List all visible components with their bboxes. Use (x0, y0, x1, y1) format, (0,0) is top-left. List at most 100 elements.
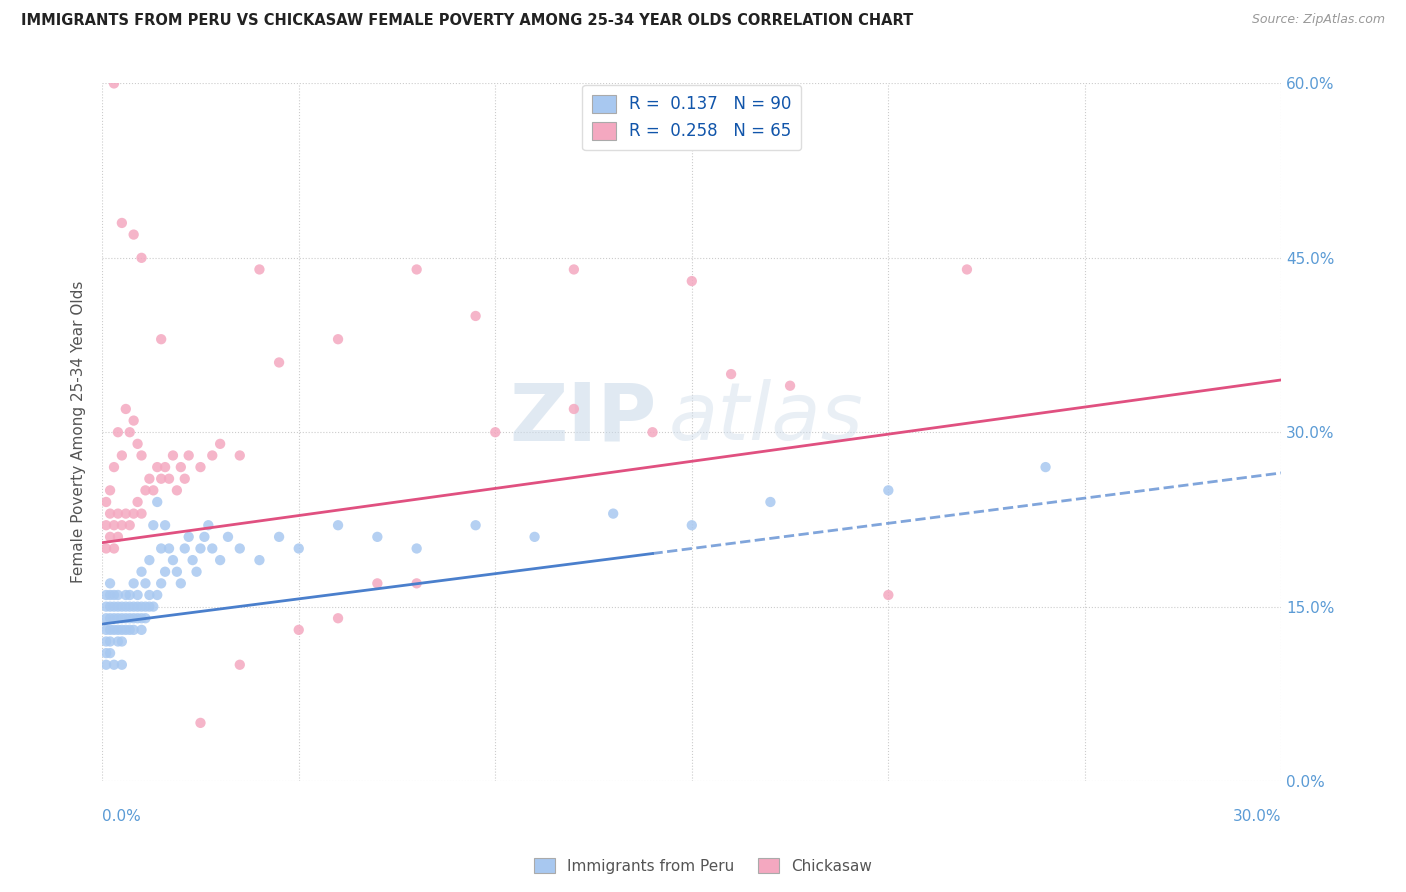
Point (209, 437, 232, 451)
Point (267, 355, 290, 369)
Point (157, 472, 180, 486)
Point (138, 472, 160, 486)
Point (103, 623, 125, 637)
Point (464, 518, 486, 533)
Point (153, 518, 176, 533)
Point (134, 611, 156, 625)
Point (94, 646, 117, 660)
Point (122, 227, 145, 242)
Point (107, 507, 129, 521)
Point (98, 599, 121, 614)
Point (134, 599, 156, 614)
Point (127, 437, 149, 451)
Point (142, 483, 165, 498)
Point (114, 611, 136, 625)
Point (523, 530, 546, 544)
Point (111, 657, 134, 672)
Point (114, 588, 136, 602)
Point (127, 611, 149, 625)
Point (103, 460, 125, 475)
Point (127, 599, 149, 614)
Point (131, 611, 153, 625)
Point (98, 576, 121, 591)
Point (779, 378, 801, 392)
Point (181, 553, 204, 567)
Point (287, 541, 309, 556)
Point (641, 425, 664, 440)
Point (103, 518, 125, 533)
Point (562, 401, 585, 416)
Point (94, 495, 117, 509)
Point (118, 588, 141, 602)
Point (405, 541, 427, 556)
Point (98, 507, 121, 521)
Point (602, 507, 624, 521)
Point (366, 530, 388, 544)
Point (201, 449, 224, 463)
Point (122, 611, 145, 625)
Text: 30.0%: 30.0% (1233, 809, 1281, 824)
Point (153, 565, 176, 579)
Point (186, 565, 208, 579)
Point (131, 507, 153, 521)
Point (150, 332, 173, 346)
Point (170, 576, 193, 591)
Point (681, 274, 703, 288)
Point (217, 530, 239, 544)
Legend: Immigrants from Peru, Chickasaw: Immigrants from Peru, Chickasaw (527, 852, 879, 880)
Point (111, 634, 134, 648)
Point (127, 588, 149, 602)
Point (111, 216, 134, 230)
Point (326, 518, 349, 533)
Point (877, 588, 900, 602)
Point (94, 518, 117, 533)
Point (111, 599, 134, 614)
Point (229, 541, 252, 556)
Point (681, 518, 703, 533)
Point (562, 262, 585, 277)
Point (107, 588, 129, 602)
Point (146, 495, 169, 509)
Point (103, 588, 125, 602)
Text: IMMIGRANTS FROM PERU VS CHICKASAW FEMALE POVERTY AMONG 25-34 YEAR OLDS CORRELATI: IMMIGRANTS FROM PERU VS CHICKASAW FEMALE… (21, 13, 914, 29)
Point (209, 553, 232, 567)
Point (107, 530, 129, 544)
Point (405, 576, 427, 591)
Point (131, 251, 153, 265)
Point (103, 611, 125, 625)
Point (98, 588, 121, 602)
Point (118, 518, 141, 533)
Point (98, 483, 121, 498)
Point (190, 460, 212, 475)
Text: atlas: atlas (668, 379, 863, 458)
Point (162, 553, 184, 567)
Point (103, 77, 125, 91)
Point (134, 483, 156, 498)
Point (98, 611, 121, 625)
Point (150, 541, 173, 556)
Point (122, 623, 145, 637)
Point (103, 599, 125, 614)
Point (118, 611, 141, 625)
Point (131, 449, 153, 463)
Point (98, 646, 121, 660)
Point (366, 576, 388, 591)
Point (173, 541, 195, 556)
Point (122, 576, 145, 591)
Point (138, 553, 160, 567)
Point (166, 565, 188, 579)
Point (146, 588, 169, 602)
Point (98, 530, 121, 544)
Point (177, 449, 200, 463)
Point (122, 507, 145, 521)
Point (131, 599, 153, 614)
Point (107, 425, 129, 440)
Point (114, 401, 136, 416)
Point (153, 460, 176, 475)
Point (98, 634, 121, 648)
Point (720, 367, 742, 381)
Point (118, 623, 141, 637)
Point (107, 599, 129, 614)
Point (166, 483, 188, 498)
Point (150, 576, 173, 591)
